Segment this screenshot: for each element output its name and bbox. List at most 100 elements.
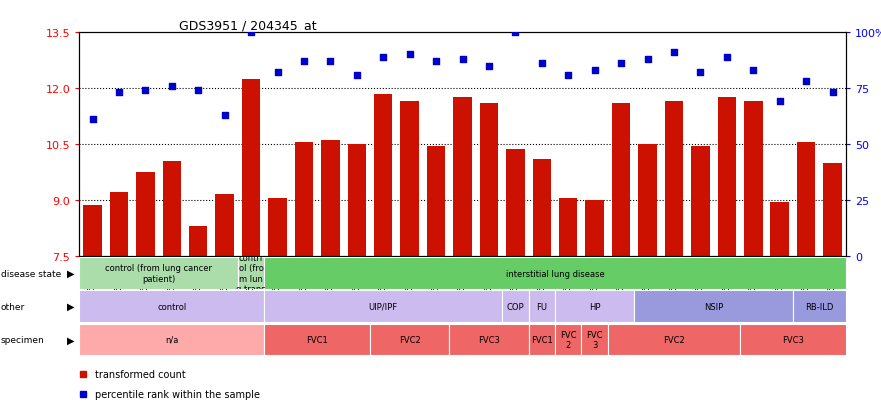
Bar bbox=[370, 324, 449, 355]
Point bbox=[482, 63, 496, 70]
Text: FVC1: FVC1 bbox=[307, 335, 328, 344]
Text: GDS3951 / 204345_at: GDS3951 / 204345_at bbox=[179, 19, 316, 32]
Bar bbox=[506, 150, 524, 256]
Bar bbox=[264, 324, 370, 355]
Bar bbox=[555, 324, 581, 355]
Bar bbox=[479, 104, 499, 256]
Bar bbox=[793, 291, 846, 322]
Bar bbox=[321, 141, 339, 256]
Text: RB-ILD: RB-ILD bbox=[805, 302, 833, 311]
Bar bbox=[426, 147, 445, 256]
Bar bbox=[79, 291, 264, 322]
Bar bbox=[608, 324, 740, 355]
Point bbox=[112, 90, 126, 97]
Text: FVC3: FVC3 bbox=[478, 335, 500, 344]
Bar bbox=[241, 79, 261, 256]
Bar bbox=[532, 159, 552, 256]
Text: disease state: disease state bbox=[1, 269, 61, 278]
Point bbox=[403, 52, 417, 59]
Bar bbox=[555, 291, 634, 322]
Bar bbox=[374, 95, 393, 256]
Bar bbox=[268, 198, 286, 256]
Point bbox=[323, 59, 337, 65]
Bar bbox=[717, 98, 736, 256]
Text: interstitial lung disease: interstitial lung disease bbox=[506, 269, 604, 278]
Bar bbox=[264, 291, 502, 322]
Bar bbox=[559, 198, 577, 256]
Text: specimen: specimen bbox=[1, 335, 45, 344]
Bar bbox=[294, 143, 314, 256]
Bar bbox=[664, 102, 683, 256]
Bar bbox=[770, 202, 788, 256]
Bar bbox=[347, 145, 366, 256]
Bar bbox=[136, 173, 154, 256]
Text: control: control bbox=[157, 302, 187, 311]
Text: n/a: n/a bbox=[165, 335, 179, 344]
Point bbox=[218, 112, 232, 119]
Bar bbox=[238, 258, 264, 289]
Bar bbox=[744, 102, 762, 256]
Text: contrl
ol (fro
m lun
g trans: contrl ol (fro m lun g trans bbox=[236, 253, 266, 294]
Bar bbox=[79, 324, 264, 355]
Bar bbox=[162, 161, 181, 256]
Point bbox=[138, 88, 152, 94]
Point bbox=[244, 30, 258, 36]
Text: FVC
2: FVC 2 bbox=[560, 330, 576, 349]
Bar bbox=[823, 163, 841, 256]
Point bbox=[270, 70, 285, 76]
Point bbox=[165, 83, 179, 90]
Text: UIP/IPF: UIP/IPF bbox=[368, 302, 398, 311]
Text: COP: COP bbox=[507, 302, 524, 311]
Point bbox=[535, 61, 549, 68]
Point bbox=[297, 59, 311, 65]
Text: ▶: ▶ bbox=[67, 301, 75, 311]
Point bbox=[455, 57, 470, 63]
Bar bbox=[796, 143, 815, 256]
Bar bbox=[529, 291, 555, 322]
Point bbox=[561, 72, 575, 79]
Bar bbox=[581, 324, 608, 355]
Bar bbox=[453, 98, 472, 256]
Text: HP: HP bbox=[589, 302, 601, 311]
Bar bbox=[529, 324, 555, 355]
Bar bbox=[585, 200, 603, 256]
Point bbox=[746, 68, 760, 74]
Bar bbox=[502, 291, 529, 322]
Text: FU: FU bbox=[537, 302, 547, 311]
Text: FVC2: FVC2 bbox=[663, 335, 685, 344]
Bar bbox=[215, 195, 233, 256]
Text: NSIP: NSIP bbox=[704, 302, 723, 311]
Point bbox=[350, 72, 364, 79]
Bar bbox=[634, 291, 793, 322]
Bar bbox=[638, 145, 656, 256]
Bar bbox=[109, 193, 129, 256]
Text: FVC1: FVC1 bbox=[531, 335, 552, 344]
Bar bbox=[264, 258, 846, 289]
Bar bbox=[740, 324, 846, 355]
Point bbox=[614, 61, 628, 68]
Point bbox=[773, 99, 787, 105]
Text: other: other bbox=[1, 302, 26, 311]
Point bbox=[429, 59, 443, 65]
Point bbox=[85, 117, 100, 123]
Text: control (from lung cancer
patient): control (from lung cancer patient) bbox=[105, 264, 212, 283]
Text: ▶: ▶ bbox=[67, 335, 75, 344]
Text: FVC
3: FVC 3 bbox=[587, 330, 603, 349]
Point bbox=[693, 70, 707, 76]
Bar bbox=[79, 258, 238, 289]
Bar bbox=[400, 102, 418, 256]
Bar bbox=[691, 147, 710, 256]
Point bbox=[191, 88, 205, 94]
Text: FVC3: FVC3 bbox=[782, 335, 803, 344]
Bar bbox=[611, 104, 630, 256]
Point bbox=[376, 54, 390, 61]
Point bbox=[720, 54, 734, 61]
Bar bbox=[189, 226, 208, 256]
Text: percentile rank within the sample: percentile rank within the sample bbox=[94, 389, 260, 399]
Text: ▶: ▶ bbox=[67, 268, 75, 278]
Text: FVC2: FVC2 bbox=[399, 335, 420, 344]
Point bbox=[640, 57, 655, 63]
Bar bbox=[449, 324, 529, 355]
Point bbox=[588, 68, 602, 74]
Point bbox=[825, 90, 840, 97]
